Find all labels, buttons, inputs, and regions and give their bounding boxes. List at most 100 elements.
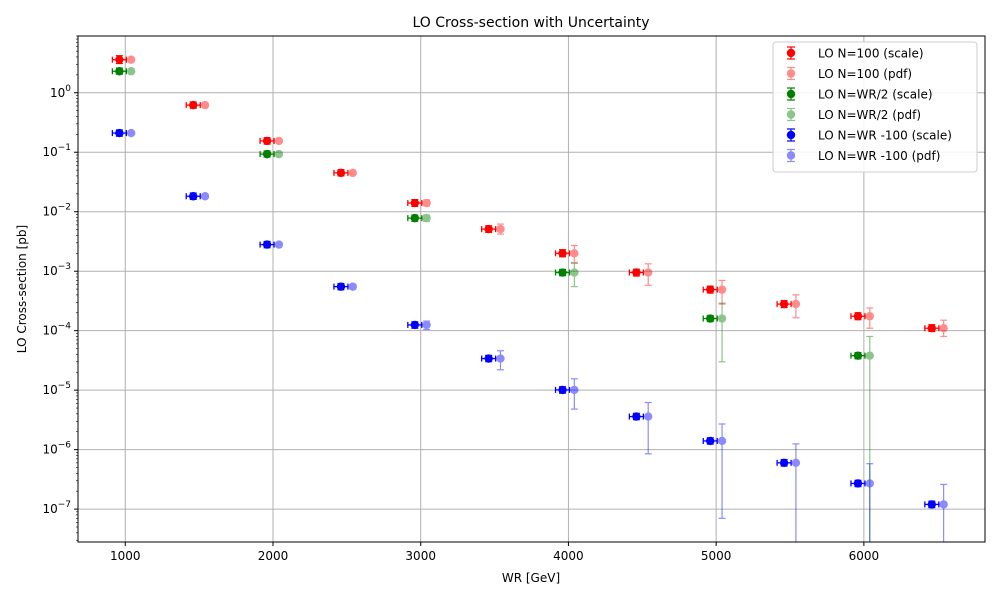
y-tick-label: 10−3 <box>42 262 71 278</box>
data-point <box>924 324 940 333</box>
marker <box>115 67 124 76</box>
data-point <box>643 401 653 455</box>
marker <box>939 500 948 509</box>
marker <box>200 192 210 201</box>
data-point <box>554 385 571 395</box>
data-point <box>776 299 792 309</box>
marker <box>779 458 789 468</box>
data-point <box>865 463 874 542</box>
marker <box>200 100 210 110</box>
marker <box>484 354 493 363</box>
marker <box>496 224 505 234</box>
data-point <box>865 335 874 542</box>
marker <box>189 100 198 110</box>
marker <box>558 268 567 277</box>
data-point <box>850 479 866 488</box>
data-point <box>717 423 727 519</box>
data-point <box>570 244 579 264</box>
y-axis-label: LO Cross-section [pb] <box>15 225 29 353</box>
data-point <box>496 350 505 371</box>
data-point <box>850 351 866 360</box>
data-point <box>702 436 718 446</box>
data-point <box>126 128 136 138</box>
marker <box>189 192 198 201</box>
marker <box>274 136 284 146</box>
marker <box>336 282 346 291</box>
marker <box>643 268 653 277</box>
x-tick-label: 5000 <box>701 549 732 563</box>
data-point <box>570 378 579 410</box>
marker <box>717 314 727 323</box>
marker <box>717 285 727 294</box>
data-point <box>554 249 571 258</box>
series-1 <box>126 55 948 338</box>
x-tick-label: 4000 <box>553 549 584 563</box>
data-point <box>274 149 284 159</box>
data-point <box>259 149 275 159</box>
legend-marker <box>786 110 796 119</box>
legend-swatch <box>786 107 796 122</box>
data-point <box>407 320 423 330</box>
marker <box>570 385 579 395</box>
legend-swatch <box>786 46 796 60</box>
series-5 <box>126 128 948 542</box>
y-tick-label: 10−4 <box>42 322 71 338</box>
marker <box>706 314 715 323</box>
series-0 <box>111 55 940 333</box>
legend-marker <box>786 130 796 140</box>
legend-label: LO N=WR/2 (scale) <box>818 88 933 102</box>
marker <box>927 324 937 333</box>
y-tick-label: 10−6 <box>42 441 71 457</box>
data-point <box>422 213 431 223</box>
marker <box>126 67 136 76</box>
data-point <box>200 100 210 110</box>
chart-title: LO Cross-section with Uncertainty <box>412 15 649 31</box>
legend-swatch <box>786 66 796 81</box>
marker <box>484 224 493 234</box>
marker <box>115 128 124 138</box>
legend-marker <box>786 151 796 160</box>
plot-frame <box>77 35 986 543</box>
series-2 <box>111 67 866 360</box>
data-point <box>939 319 948 338</box>
y-tick-label: 10−1 <box>42 143 71 159</box>
marker <box>496 354 505 363</box>
y-tick-label: 10−2 <box>42 203 71 219</box>
marker <box>706 285 715 294</box>
legend: LO N=100 (scale) LO N=100 (pdf) LO N=WR/2 … <box>772 41 978 173</box>
marker <box>410 198 420 208</box>
data-point <box>274 240 284 249</box>
marker <box>717 436 727 446</box>
marker <box>274 240 284 249</box>
marker <box>410 213 420 223</box>
marker <box>422 213 431 223</box>
data-point <box>791 294 801 319</box>
series-3 <box>126 67 874 542</box>
legend-marker <box>786 69 796 78</box>
marker <box>791 458 801 468</box>
data-point <box>628 268 645 277</box>
marker <box>126 55 136 64</box>
marker <box>643 412 653 421</box>
x-tick-label: 2000 <box>258 549 289 563</box>
data-point <box>185 100 201 110</box>
marker <box>779 299 789 309</box>
marker <box>865 479 874 488</box>
data-point <box>702 314 718 323</box>
y-tick-label: 10−5 <box>42 381 71 397</box>
marker <box>632 268 641 277</box>
marker <box>865 351 874 360</box>
marker <box>262 149 272 159</box>
data-point <box>554 268 571 277</box>
data-point <box>333 282 349 291</box>
marker <box>126 128 136 138</box>
data-layer <box>111 55 948 542</box>
marker <box>422 320 431 330</box>
legend-label: LO N=100 (pdf) <box>818 67 912 81</box>
x-tick-label: 6000 <box>849 549 880 563</box>
data-point <box>481 354 497 363</box>
x-tick-label: 1000 <box>110 549 141 563</box>
legend-swatch <box>786 87 796 101</box>
data-point <box>348 282 357 291</box>
